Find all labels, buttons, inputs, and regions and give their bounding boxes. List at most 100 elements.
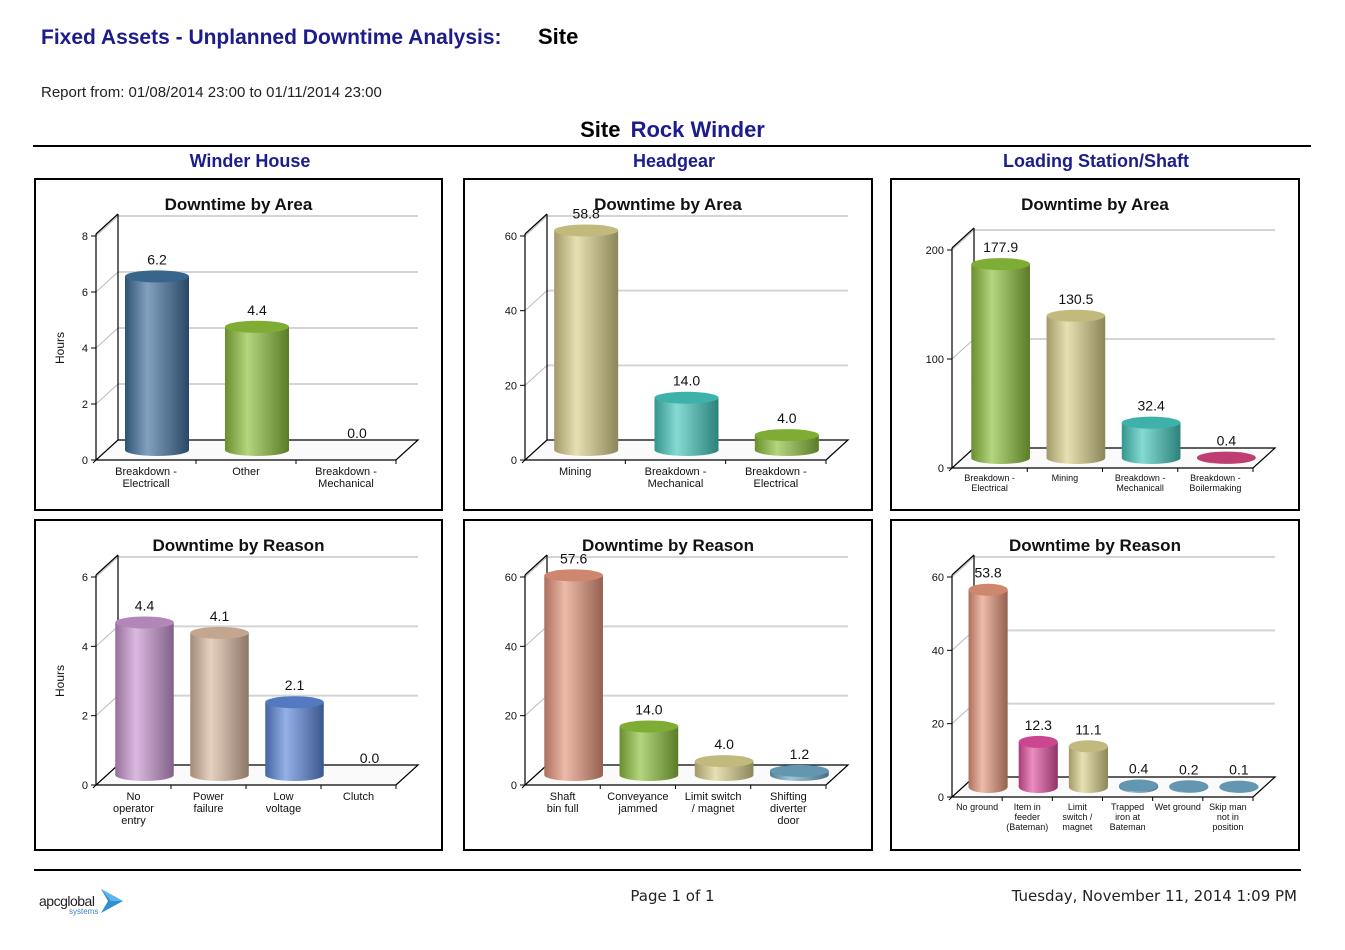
bar-body (190, 632, 249, 781)
grid-side-line (95, 271, 119, 293)
bar (1119, 779, 1159, 793)
chart-svg: Downtime by Area Hours 0 2 4 6 8 6.2 Breakdown -… (53, 195, 420, 490)
grid-side-line (951, 229, 975, 251)
grid-side-line (95, 556, 119, 578)
y-tick-label: 40 (505, 641, 517, 653)
x-tick-label: Mining (559, 466, 591, 478)
bar-body (1121, 422, 1181, 464)
report-title-value: Site (538, 24, 579, 49)
data-label: 57.6 (560, 550, 587, 566)
data-label: 1.2 (790, 746, 810, 762)
x-tick-label: Item in feeder (Bateman) (1006, 802, 1048, 832)
print-date: Tuesday, November 11, 2014 1:09 PM (1011, 887, 1297, 905)
bar (754, 429, 819, 456)
bar (225, 320, 289, 456)
chart-title: Downtime by Reason (582, 536, 754, 555)
y-tick-label: 2 (82, 711, 88, 723)
chart-svg: Downtime by Reason 0 20 40 60 53.8 No ground 12… (932, 536, 1277, 832)
top-edge (524, 554, 548, 576)
bar-top (1121, 416, 1181, 429)
bar-body (554, 230, 619, 456)
bar-top (971, 258, 1030, 271)
page-number: Page 1 of 1 (630, 887, 715, 905)
bar-top (1068, 740, 1108, 753)
floor-corner (948, 796, 953, 801)
top-edge (951, 554, 975, 576)
bar (654, 391, 719, 456)
y-tick-label: 200 (926, 245, 944, 257)
x-tick-label: Breakdown -Mechanicall (1115, 473, 1166, 493)
chart-panel-winder-house-reason: Downtime by Reason Hours 0 2 4 6 4.4 No operator… (34, 519, 443, 851)
x-tick-label: Mining (1052, 473, 1079, 483)
bar-body (544, 575, 603, 781)
y-tick-label: 40 (932, 645, 944, 657)
chart-title: Downtime by Area (1021, 195, 1169, 214)
bar-body (115, 622, 174, 781)
x-tick-label: Power failure (193, 791, 225, 815)
y-tick-label: 0 (511, 780, 517, 792)
data-label: 0.4 (1217, 433, 1237, 449)
data-label: 14.0 (673, 373, 700, 389)
bar-body (1068, 746, 1108, 793)
bar (694, 755, 754, 781)
x-tick-label: Other (232, 466, 260, 478)
y-tick-label: 2 (82, 399, 88, 411)
chart-panel-winder-house-area: Downtime by Area Hours 0 2 4 6 8 6.2 Breakdown -… (34, 178, 443, 511)
bar-top (125, 270, 189, 283)
grid-side-line (95, 327, 119, 349)
chart-panel-loading-station-area: Downtime by Area 0 100 200 177.9 Breakdown -E… (890, 178, 1300, 511)
column-title-winder-house: Winder House (189, 151, 311, 171)
x-tick-label: No operator entry (113, 791, 154, 827)
y-axis-label: Hours (53, 665, 67, 697)
grid-side-line (95, 625, 119, 647)
chart-svg: Downtime by Area 0 100 200 177.9 Breakdown -E… (926, 195, 1277, 493)
bar (619, 720, 679, 781)
bar (968, 583, 1008, 793)
data-label: 6.2 (147, 251, 167, 267)
grid-side-line (524, 556, 548, 578)
x-tick-label: Conveyance jammed (607, 791, 668, 815)
top-edge (951, 227, 975, 249)
x-tick-label: Breakdown -Electrical (745, 466, 807, 490)
x-tick-label: Breakdown -Boilermaking (1189, 473, 1241, 493)
bar (971, 258, 1030, 464)
bar-top (770, 764, 829, 777)
chart-title: Downtime by Reason (153, 536, 325, 555)
x-tick-label: Clutch (343, 791, 374, 803)
y-tick-label: 0 (938, 463, 944, 475)
bar (1046, 309, 1106, 464)
y-axis-label: Hours (53, 332, 67, 364)
bar-top (1018, 735, 1058, 748)
grid-side-line (524, 364, 548, 386)
x-tick-label: Shaft bin full (547, 791, 579, 815)
bar-body (968, 589, 1008, 793)
floor-corner (92, 459, 97, 464)
chart-title: Downtime by Area (165, 195, 313, 214)
bar-top (115, 616, 174, 629)
bar-top (1219, 780, 1259, 793)
grid-side-line (524, 290, 548, 312)
y-tick-label: 20 (505, 711, 517, 723)
bar (770, 764, 829, 781)
chart-panel-headgear-reason: Downtime by Reason 0 20 40 60 57.6 Shaft bin fu… (463, 519, 873, 851)
data-label: 0.0 (347, 425, 367, 441)
data-label: 4.1 (210, 608, 230, 624)
y-tick-label: 0 (938, 792, 944, 804)
bar (1219, 780, 1259, 793)
floor-corner (521, 459, 526, 464)
report-range: Report from: 01/08/2014 23:00 to 01/11/2… (41, 84, 382, 101)
grid-side-line (951, 556, 975, 578)
bar-top (1119, 779, 1159, 792)
data-label: 4.0 (714, 736, 734, 752)
x-tick-label: Low voltage (266, 791, 301, 815)
grid-side-line (524, 215, 548, 237)
bar (125, 270, 189, 456)
bar (1018, 735, 1058, 793)
grid-side-line (524, 695, 548, 717)
y-tick-label: 6 (82, 572, 88, 584)
bar-top (654, 391, 719, 404)
grid-side-line (951, 338, 975, 360)
y-tick-label: 100 (926, 354, 944, 366)
company-logo: apcglobal systems (37, 884, 137, 920)
footer-divider (34, 869, 1301, 871)
